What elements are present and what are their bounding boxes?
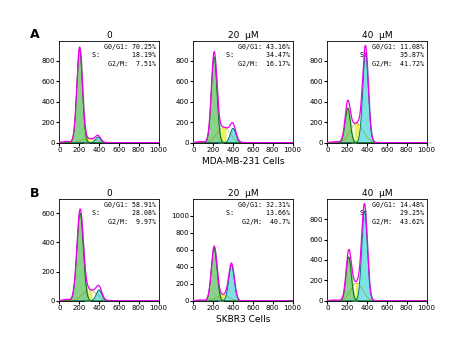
Text: G0/G1: 32.31%
S:        13.66%
G2/M:  40.7%: G0/G1: 32.31% S: 13.66% G2/M: 40.7% xyxy=(226,202,290,225)
Text: G0/G1: 58.91%
S:        28.08%
G2/M:  9.97%: G0/G1: 58.91% S: 28.08% G2/M: 9.97% xyxy=(91,202,155,225)
Title: 0: 0 xyxy=(106,189,112,198)
Title: 40  μM: 40 μM xyxy=(362,31,392,40)
X-axis label: MDA-MB-231 Cells: MDA-MB-231 Cells xyxy=(201,157,284,166)
Title: 40  μM: 40 μM xyxy=(362,189,392,198)
Title: 0: 0 xyxy=(106,31,112,40)
Text: G0/G1: 43.16%
S:        34.47%
G2/M:  16.17%: G0/G1: 43.16% S: 34.47% G2/M: 16.17% xyxy=(226,44,290,67)
X-axis label: SKBR3 Cells: SKBR3 Cells xyxy=(216,315,270,324)
Text: B: B xyxy=(29,187,39,199)
Text: G0/G1: 14.48%
S:        29.25%
G2/M:  43.62%: G0/G1: 14.48% S: 29.25% G2/M: 43.62% xyxy=(360,202,424,225)
Title: 20  μM: 20 μM xyxy=(228,189,258,198)
Text: A: A xyxy=(29,28,39,41)
Title: 20  μM: 20 μM xyxy=(228,31,258,40)
Text: G0/G1: 11.08%
S:        35.87%
G2/M:  41.72%: G0/G1: 11.08% S: 35.87% G2/M: 41.72% xyxy=(360,44,424,67)
Text: G0/G1: 70.25%
S:        18.19%
G2/M:  7.51%: G0/G1: 70.25% S: 18.19% G2/M: 7.51% xyxy=(91,44,155,67)
